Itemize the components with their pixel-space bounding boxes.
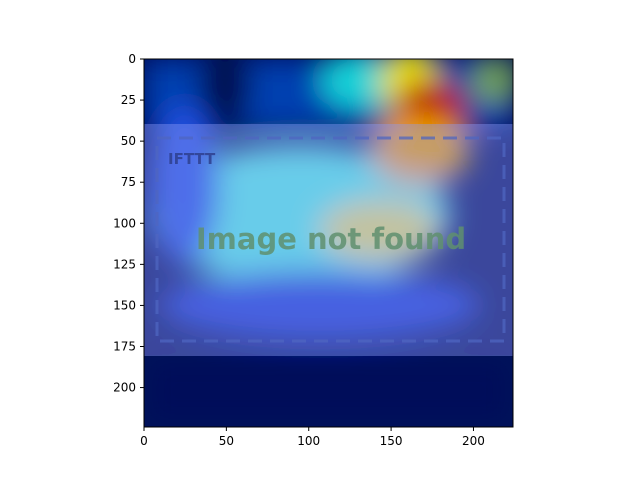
x-tick-label: 100: [297, 434, 320, 448]
x-tick-label: 50: [219, 434, 234, 448]
y-axis: 0 25 50 75 100 125 150 175 200: [113, 52, 144, 395]
y-tick-label: 175: [113, 340, 136, 354]
x-tick-label: 150: [380, 434, 403, 448]
x-axis: 0 50 100 150 200: [140, 427, 485, 448]
heat-blob-top-cyan: [320, 59, 400, 110]
heat-blob-center-yellow: [320, 200, 440, 260]
heat-blob-top-green: [470, 59, 513, 105]
heatmap-plot-area: IFTTT Image not found: [144, 59, 513, 427]
x-tick-label: 0: [140, 434, 148, 448]
heat-blob-upper-orange: [370, 115, 470, 185]
y-tick-label: 100: [113, 216, 136, 230]
y-tick-label: 125: [113, 257, 136, 271]
y-tick-label: 75: [121, 175, 136, 189]
placeholder-logo-text: IFTTT: [168, 150, 216, 168]
heat-band-bottom: [144, 355, 513, 427]
placeholder-dashed-frame: [155, 136, 506, 343]
heat-blob-top-left-dark: [200, 59, 250, 130]
y-tick-label: 50: [121, 134, 136, 148]
axes-frame: [143, 58, 514, 428]
y-tick-label: 0: [128, 52, 136, 66]
placeholder-overlay: [144, 124, 513, 356]
heat-blob-upper-left-blue: [150, 105, 220, 265]
y-tick-label: 25: [121, 93, 136, 107]
x-tick-label: 200: [462, 434, 485, 448]
placeholder-message-text: Image not found: [196, 222, 466, 256]
heat-blob-lower-blue: [160, 270, 480, 340]
y-tick-label: 150: [113, 298, 136, 312]
y-tick-label: 200: [113, 381, 136, 395]
